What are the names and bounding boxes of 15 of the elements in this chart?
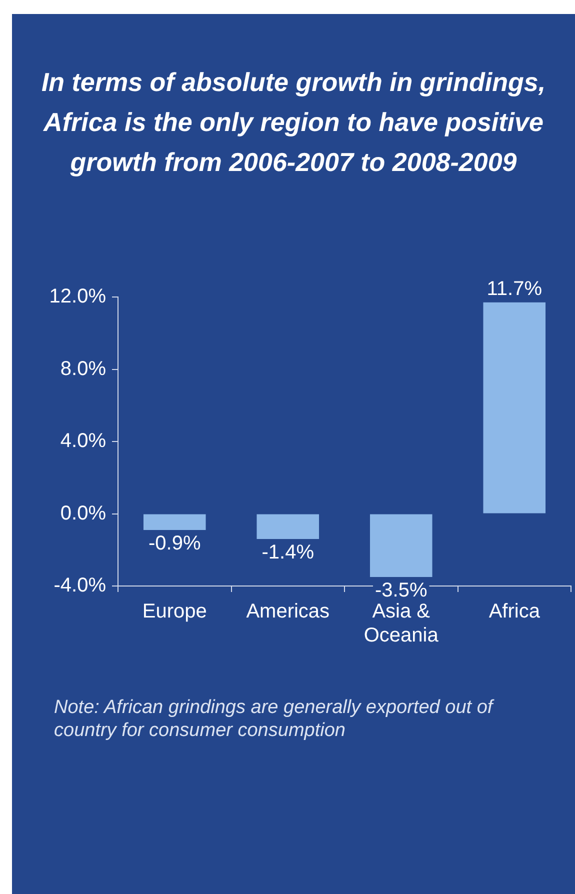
- y-tick-label: 4.0%: [60, 430, 106, 452]
- x-tick-label: Europe: [142, 600, 207, 623]
- data-label: -3.5%: [375, 579, 428, 602]
- y-tick-label: 12.0%: [49, 286, 106, 308]
- chart-title: In terms of absolute growth in grindings, Africa is the only region to have positive growth from 2006-2007 to 2008-2009: [40, 66, 547, 179]
- data-label: -1.4%: [262, 542, 314, 564]
- y-tick-label: 0.0%: [60, 502, 106, 524]
- data-label: -0.9%: [148, 532, 201, 555]
- text: Note: African grindings are generally exported out of country for consumer consumption: [54, 696, 496, 742]
- y-tick-label: 8.0%: [60, 358, 106, 380]
- x-tick-label: Asia & Oceania: [364, 600, 440, 647]
- x-tick-label: Africa: [488, 600, 541, 623]
- y-tick-label: -4.0%: [54, 574, 106, 597]
- x-tick-label: Americas: [246, 600, 330, 623]
- data-label: 11.7%: [486, 278, 542, 300]
